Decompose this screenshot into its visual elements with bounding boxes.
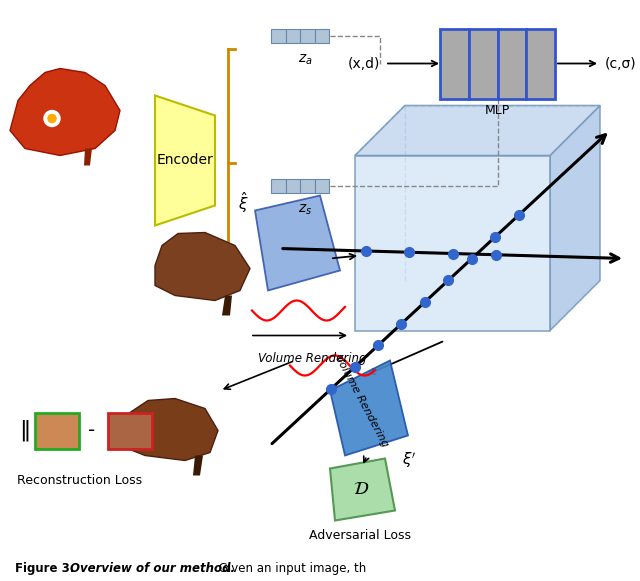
Circle shape: [48, 114, 56, 123]
Polygon shape: [10, 69, 120, 156]
Text: $z_s$: $z_s$: [298, 202, 312, 217]
Bar: [108, 413, 152, 449]
Text: -: -: [88, 421, 95, 440]
Text: $\hat{\xi}$: $\hat{\xi}$: [237, 190, 248, 215]
Bar: [497, 28, 526, 99]
Bar: [285, 28, 300, 42]
Text: Figure 3.: Figure 3.: [15, 562, 74, 575]
Circle shape: [44, 110, 60, 127]
Polygon shape: [193, 456, 203, 475]
Text: (x,d): (x,d): [348, 56, 380, 70]
Polygon shape: [155, 95, 215, 225]
Bar: [526, 28, 555, 99]
Text: Reconstruction Loss: Reconstruction Loss: [17, 474, 143, 487]
Text: $z_a$: $z_a$: [298, 52, 312, 67]
Polygon shape: [355, 156, 550, 331]
Polygon shape: [255, 195, 340, 290]
Bar: [440, 28, 468, 99]
Text: Given an input image, th: Given an input image, th: [215, 562, 366, 575]
Bar: [271, 28, 285, 42]
Text: ‖: ‖: [154, 419, 166, 441]
Text: $\mathcal{D}$: $\mathcal{D}$: [353, 480, 369, 498]
Text: Adversarial Loss: Adversarial Loss: [309, 529, 411, 542]
Bar: [314, 178, 329, 192]
Bar: [285, 178, 300, 192]
Bar: [300, 28, 314, 42]
Text: ‖: ‖: [19, 419, 31, 441]
Bar: [35, 413, 79, 449]
Polygon shape: [155, 232, 250, 300]
Text: $\xi'$: $\xi'$: [402, 451, 417, 470]
Polygon shape: [550, 106, 600, 331]
Bar: [468, 28, 497, 99]
Text: (c,σ): (c,σ): [605, 56, 637, 70]
Text: Volume Rendering: Volume Rendering: [258, 352, 367, 365]
Bar: [300, 178, 314, 192]
Text: MLP: MLP: [485, 104, 510, 117]
Text: Volume Rendering: Volume Rendering: [333, 353, 390, 448]
Polygon shape: [222, 296, 232, 315]
Bar: [314, 28, 329, 42]
Polygon shape: [355, 106, 600, 156]
Polygon shape: [84, 149, 92, 166]
Polygon shape: [330, 360, 408, 456]
Bar: [271, 178, 285, 192]
Polygon shape: [118, 399, 218, 461]
Text: Encoder: Encoder: [157, 153, 213, 167]
Polygon shape: [330, 458, 395, 521]
Text: Overview of our method.: Overview of our method.: [70, 562, 235, 575]
